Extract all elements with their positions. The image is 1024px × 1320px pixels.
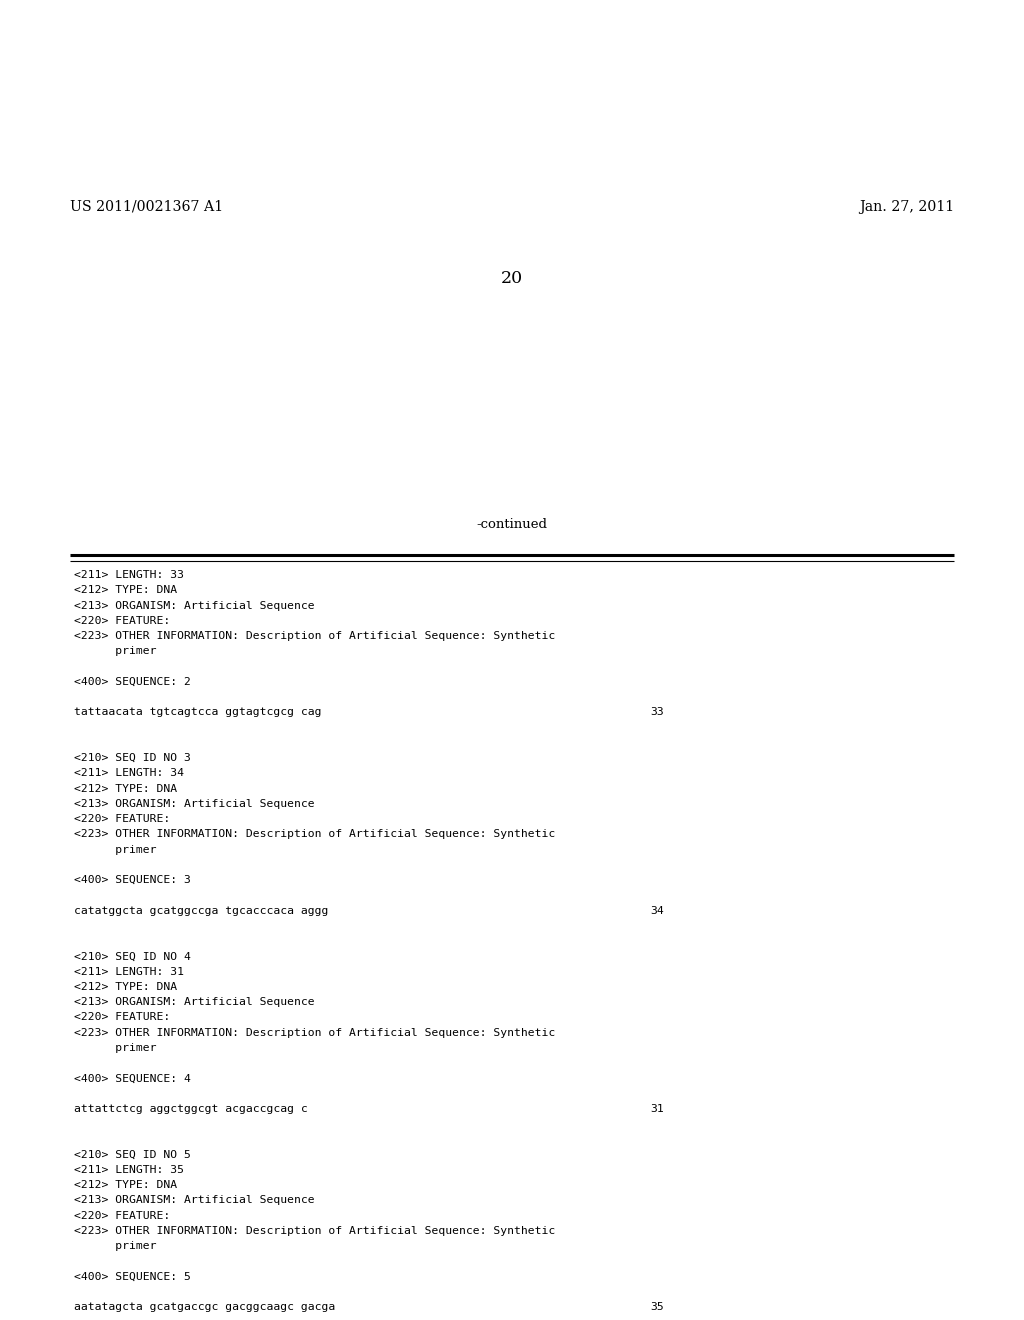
Text: primer: primer <box>74 1241 157 1251</box>
Text: <220> FEATURE:: <220> FEATURE: <box>74 1210 170 1221</box>
Text: <211> LENGTH: 35: <211> LENGTH: 35 <box>74 1164 183 1175</box>
Text: <213> ORGANISM: Artificial Sequence: <213> ORGANISM: Artificial Sequence <box>74 1196 314 1205</box>
Text: <400> SEQUENCE: 3: <400> SEQUENCE: 3 <box>74 875 190 886</box>
Text: -continued: -continued <box>476 517 548 531</box>
Text: <211> LENGTH: 31: <211> LENGTH: 31 <box>74 966 183 977</box>
Text: 31: 31 <box>650 1104 664 1114</box>
Text: <223> OTHER INFORMATION: Description of Artificial Sequence: Synthetic: <223> OTHER INFORMATION: Description of … <box>74 631 555 642</box>
Text: tattaacata tgtcagtcca ggtagtcgcg cag: tattaacata tgtcagtcca ggtagtcgcg cag <box>74 708 322 718</box>
Text: <212> TYPE: DNA: <212> TYPE: DNA <box>74 982 177 991</box>
Text: <213> ORGANISM: Artificial Sequence: <213> ORGANISM: Artificial Sequence <box>74 799 314 809</box>
Text: <213> ORGANISM: Artificial Sequence: <213> ORGANISM: Artificial Sequence <box>74 997 314 1007</box>
Text: primer: primer <box>74 845 157 854</box>
Text: <212> TYPE: DNA: <212> TYPE: DNA <box>74 586 177 595</box>
Text: <223> OTHER INFORMATION: Description of Artificial Sequence: Synthetic: <223> OTHER INFORMATION: Description of … <box>74 829 555 840</box>
Text: <223> OTHER INFORMATION: Description of Artificial Sequence: Synthetic: <223> OTHER INFORMATION: Description of … <box>74 1226 555 1236</box>
Text: 20: 20 <box>501 271 523 286</box>
Text: <210> SEQ ID NO 3: <210> SEQ ID NO 3 <box>74 754 190 763</box>
Text: primer: primer <box>74 1043 157 1053</box>
Text: <220> FEATURE:: <220> FEATURE: <box>74 814 170 824</box>
Text: <400> SEQUENCE: 2: <400> SEQUENCE: 2 <box>74 677 190 686</box>
Text: 34: 34 <box>650 906 664 916</box>
Text: catatggcta gcatggccga tgcacccaca aggg: catatggcta gcatggccga tgcacccaca aggg <box>74 906 328 916</box>
Text: <220> FEATURE:: <220> FEATURE: <box>74 616 170 626</box>
Text: <212> TYPE: DNA: <212> TYPE: DNA <box>74 1180 177 1191</box>
Text: aatatagcta gcatgaccgc gacggcaagc gacga: aatatagcta gcatgaccgc gacggcaagc gacga <box>74 1302 335 1312</box>
Text: Jan. 27, 2011: Jan. 27, 2011 <box>859 199 954 214</box>
Text: <210> SEQ ID NO 4: <210> SEQ ID NO 4 <box>74 952 190 961</box>
Text: <220> FEATURE:: <220> FEATURE: <box>74 1012 170 1023</box>
Text: 33: 33 <box>650 708 664 718</box>
Text: <213> ORGANISM: Artificial Sequence: <213> ORGANISM: Artificial Sequence <box>74 601 314 611</box>
Text: <223> OTHER INFORMATION: Description of Artificial Sequence: Synthetic: <223> OTHER INFORMATION: Description of … <box>74 1028 555 1038</box>
Text: US 2011/0021367 A1: US 2011/0021367 A1 <box>70 199 223 214</box>
Text: <400> SEQUENCE: 5: <400> SEQUENCE: 5 <box>74 1271 190 1282</box>
Text: primer: primer <box>74 647 157 656</box>
Text: 35: 35 <box>650 1302 664 1312</box>
Text: <210> SEQ ID NO 5: <210> SEQ ID NO 5 <box>74 1150 190 1159</box>
Text: <211> LENGTH: 34: <211> LENGTH: 34 <box>74 768 183 779</box>
Text: <212> TYPE: DNA: <212> TYPE: DNA <box>74 784 177 793</box>
Text: attattctcg aggctggcgt acgaccgcag c: attattctcg aggctggcgt acgaccgcag c <box>74 1104 307 1114</box>
Text: <211> LENGTH: 33: <211> LENGTH: 33 <box>74 570 183 581</box>
Text: <400> SEQUENCE: 4: <400> SEQUENCE: 4 <box>74 1073 190 1084</box>
